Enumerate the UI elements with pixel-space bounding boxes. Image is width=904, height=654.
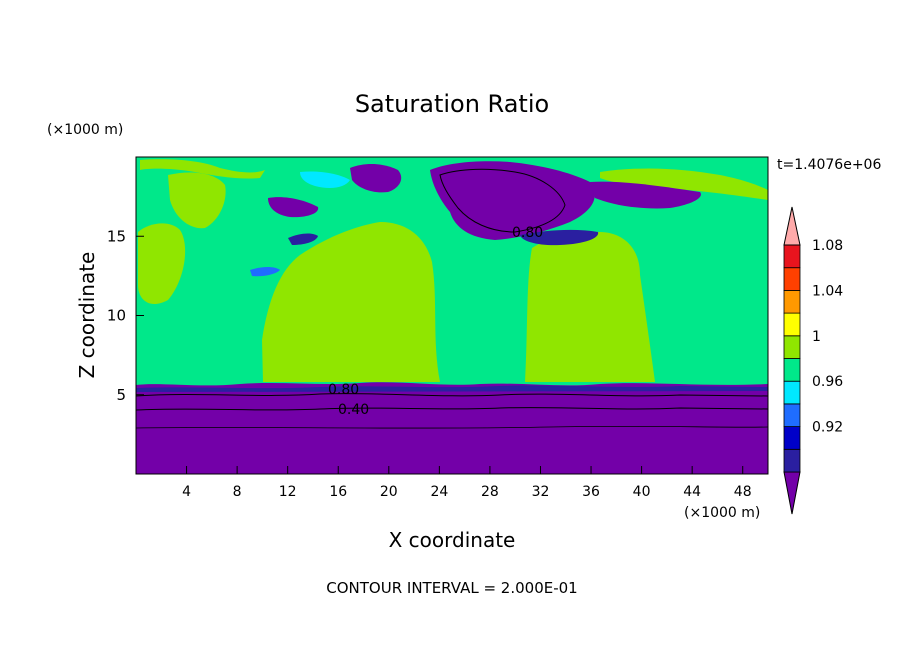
- moist-patch-west: [138, 223, 186, 305]
- y-axis-label: Z coordinate: [75, 252, 99, 379]
- x-tick-label-12: 12: [279, 484, 297, 500]
- colorbar-box-9: [783, 244, 801, 269]
- x-axis-label: X coordinate: [389, 528, 516, 552]
- moist-region-right: [525, 232, 655, 382]
- dry-upper-patch: [350, 164, 402, 193]
- moist-strip-upper-right: [600, 168, 768, 200]
- near-saturation-patch: [300, 171, 350, 188]
- colorbar-box-2: [783, 403, 801, 427]
- dry-filament-left: [288, 233, 318, 245]
- colorbar-box-8: [783, 267, 801, 291]
- contour-label-3: 0.80: [512, 225, 543, 241]
- contour-lower: [136, 425, 768, 429]
- colorbar-label-1: 1: [812, 329, 821, 345]
- x-tick-label-44: 44: [683, 484, 701, 500]
- x-unit-label: (×1000 m): [684, 505, 760, 521]
- y-axis-ticks: 5 10 15: [107, 227, 144, 404]
- colorbar-box-0: [783, 448, 801, 473]
- x-tick-label-8: 8: [233, 484, 242, 500]
- moist-strip-top: [140, 159, 265, 179]
- time-label: t=1.4076e+06: [777, 157, 881, 173]
- colorbar-box-7: [783, 289, 801, 314]
- x-tick-label-4: 4: [182, 484, 191, 500]
- contour-interval-footer: CONTOUR INTERVAL = 2.000E-01: [326, 579, 577, 597]
- colorbar-lower-arrow: [783, 471, 801, 515]
- x-tick-label-16: 16: [329, 484, 347, 500]
- x-axis-ticks: 4 8 12 16 20 24 28 32 36 40 44 48: [182, 466, 752, 500]
- dry-filament-small: [250, 267, 280, 277]
- colorbar-box-4: [783, 358, 801, 382]
- contour-080: [136, 393, 768, 397]
- x-tick-label-40: 40: [633, 484, 651, 500]
- x-tick-label-36: 36: [582, 484, 600, 500]
- saturation-field: [136, 157, 768, 474]
- contour-040: [136, 407, 768, 411]
- dry-upper-left: [268, 197, 319, 218]
- x-tick-label-24: 24: [430, 484, 448, 500]
- colorbar-box-5: [783, 335, 801, 359]
- colorbar-box-3: [783, 380, 801, 405]
- dry-filament: [520, 229, 599, 246]
- transition-band: [136, 385, 768, 392]
- contour-label-2: 0.40: [338, 402, 369, 418]
- contour-label-1: 0.80: [328, 382, 359, 398]
- y-tick-label-10: 10: [107, 307, 126, 325]
- y-tick-label-15: 15: [107, 227, 126, 245]
- colorbar-box-1: [783, 426, 801, 450]
- y-tick-label-5: 5: [116, 386, 126, 404]
- colorbar-label-0.92: 0.92: [812, 420, 843, 436]
- colorbar-box-6: [783, 312, 801, 337]
- chart-title: Saturation Ratio: [355, 90, 549, 118]
- colorbar-label-1.08: 1.08: [812, 238, 843, 254]
- colorbar-label-0.96: 0.96: [812, 374, 843, 390]
- colorbar-label-1.04: 1.04: [812, 283, 843, 299]
- x-tick-label-28: 28: [481, 484, 499, 500]
- colorbar: 0.92 0.96 1 1.04 1.08: [783, 206, 843, 515]
- x-tick-label-20: 20: [380, 484, 398, 500]
- moist-region-left: [262, 222, 440, 382]
- colorbar-upper-arrow: [783, 206, 801, 246]
- contour-upper-080: [439, 168, 566, 233]
- moist-patch-upper-left: [168, 172, 226, 229]
- dry-upper-right: [590, 181, 701, 209]
- z-unit-label: (×1000 m): [47, 122, 123, 138]
- x-tick-label-32: 32: [532, 484, 550, 500]
- x-tick-label-48: 48: [734, 484, 752, 500]
- dry-upper-core: [430, 161, 595, 240]
